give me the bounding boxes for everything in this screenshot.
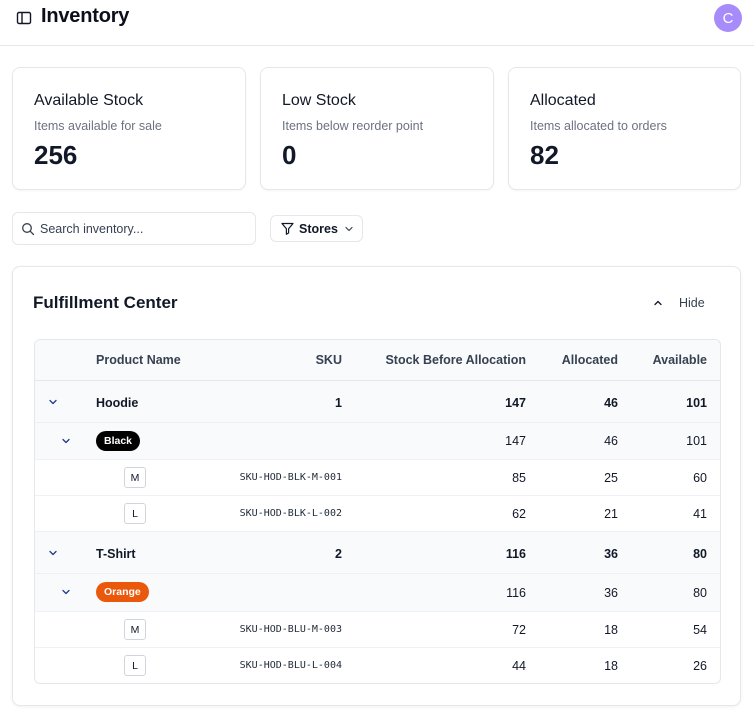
table-row-color-variant[interactable]: Black 147 46 101 xyxy=(35,423,720,460)
product-sku: 1 xyxy=(335,396,342,410)
page-title: Inventory xyxy=(41,5,130,27)
stores-filter-label: Stores xyxy=(299,221,338,236)
column-header-product-name[interactable]: Product Name xyxy=(96,353,181,367)
size-stock: 85 xyxy=(512,471,526,485)
stat-card-value: 256 xyxy=(34,140,78,170)
table-row-size: M SKU-HOD-BLU-M-003 72 18 54 xyxy=(35,612,720,648)
size-sku: SKU-HOD-BLU-M-003 xyxy=(239,624,342,635)
variant-allocated: 46 xyxy=(604,434,618,448)
stat-card-title: Available Stock xyxy=(34,92,144,109)
product-sku: 2 xyxy=(335,547,342,561)
size-allocated: 25 xyxy=(604,471,618,485)
variant-stock: 147 xyxy=(505,434,526,448)
variant-allocated: 36 xyxy=(604,586,618,600)
panel-title: Fulfillment Center xyxy=(33,293,178,312)
product-name: Hoodie xyxy=(96,396,139,410)
color-badge: Black xyxy=(96,431,141,451)
stat-card-subtitle: Items below reorder point xyxy=(282,119,424,133)
stat-card-value: 82 xyxy=(530,140,559,170)
chevron-down-icon[interactable] xyxy=(47,547,59,559)
sidebar-toggle-icon[interactable] xyxy=(16,10,32,26)
variant-stock: 116 xyxy=(506,586,526,600)
size-sku: SKU-HOD-BLU-L-004 xyxy=(239,660,342,671)
filter-icon xyxy=(281,222,294,235)
size-badge: M xyxy=(124,619,146,640)
size-allocated: 18 xyxy=(604,659,618,673)
size-stock: 72 xyxy=(512,623,526,637)
size-sku: SKU-HOD-BLK-M-001 xyxy=(239,472,342,483)
color-badge: Orange xyxy=(96,582,149,602)
hide-panel-button[interactable]: Hide xyxy=(653,291,723,315)
table-row-product[interactable]: T-Shirt 2 116 36 80 xyxy=(35,532,720,574)
product-name: T-Shirt xyxy=(96,547,136,561)
column-header-sku[interactable]: SKU xyxy=(315,353,342,367)
product-allocated: 46 xyxy=(604,396,618,410)
table-row-product[interactable]: Hoodie 1 147 46 101 xyxy=(35,381,720,423)
table-row-size: L SKU-HOD-BLU-L-004 44 18 26 xyxy=(35,648,720,683)
table-row-color-variant[interactable]: Orange 116 36 80 xyxy=(35,574,720,612)
size-stock: 62 xyxy=(512,507,526,521)
table-row-size: M SKU-HOD-BLK-M-001 85 25 60 xyxy=(35,460,720,496)
size-allocated: 18 xyxy=(604,623,618,637)
size-available: 26 xyxy=(693,659,707,673)
stat-card-subtitle: Items allocated to orders xyxy=(530,119,667,133)
product-available: 80 xyxy=(693,547,707,561)
variant-available: 101 xyxy=(686,434,707,448)
product-stock: 147 xyxy=(505,396,526,410)
avatar[interactable]: C xyxy=(714,4,742,32)
search-box xyxy=(12,212,256,245)
size-badge: M xyxy=(124,467,146,488)
column-header-allocated[interactable]: Allocated xyxy=(561,353,618,367)
table-row-size: L SKU-HOD-BLK-L-002 62 21 41 xyxy=(35,496,720,532)
stat-card-available: Available Stock Items available for sale… xyxy=(12,67,246,190)
size-available: 60 xyxy=(693,471,707,485)
size-allocated: 21 xyxy=(604,507,618,521)
column-header-stock-before-allocation[interactable]: Stock Before Allocation xyxy=(385,353,526,367)
chevron-down-icon[interactable] xyxy=(47,396,59,408)
stores-filter-button[interactable]: Stores xyxy=(270,215,363,242)
search-input[interactable] xyxy=(40,214,250,243)
stat-card-subtitle: Items available for sale xyxy=(34,119,162,133)
chevron-down-icon[interactable] xyxy=(60,435,72,447)
top-bar: Inventory C xyxy=(0,0,754,46)
product-available: 101 xyxy=(686,396,707,410)
size-sku: SKU-HOD-BLK-L-002 xyxy=(239,508,342,519)
chevron-down-icon xyxy=(345,226,353,231)
size-badge: L xyxy=(124,503,146,524)
variant-available: 80 xyxy=(693,586,707,600)
stat-card-allocated: Allocated Items allocated to orders 82 xyxy=(508,67,741,190)
fulfillment-panel: Fulfillment Center Hide Product Name SKU… xyxy=(12,266,741,706)
search-icon xyxy=(22,223,35,236)
size-badge: L xyxy=(124,655,146,676)
hide-panel-label: Hide xyxy=(679,296,705,310)
stat-card-title: Low Stock xyxy=(282,92,356,109)
chevron-down-icon[interactable] xyxy=(60,586,72,598)
stat-card-title: Allocated xyxy=(530,92,596,109)
stat-card-value: 0 xyxy=(282,140,297,170)
product-allocated: 36 xyxy=(604,547,618,561)
size-available: 41 xyxy=(693,507,707,521)
stat-card-low-stock: Low Stock Items below reorder point 0 xyxy=(260,67,494,190)
chevron-up-icon xyxy=(654,300,662,306)
size-available: 54 xyxy=(693,623,707,637)
table-header: Product Name SKU Stock Before Allocation… xyxy=(35,340,720,381)
column-header-available[interactable]: Available xyxy=(652,353,707,367)
size-stock: 44 xyxy=(512,659,526,673)
product-stock: 116 xyxy=(505,547,526,561)
inventory-table: Product Name SKU Stock Before Allocation… xyxy=(34,339,721,684)
